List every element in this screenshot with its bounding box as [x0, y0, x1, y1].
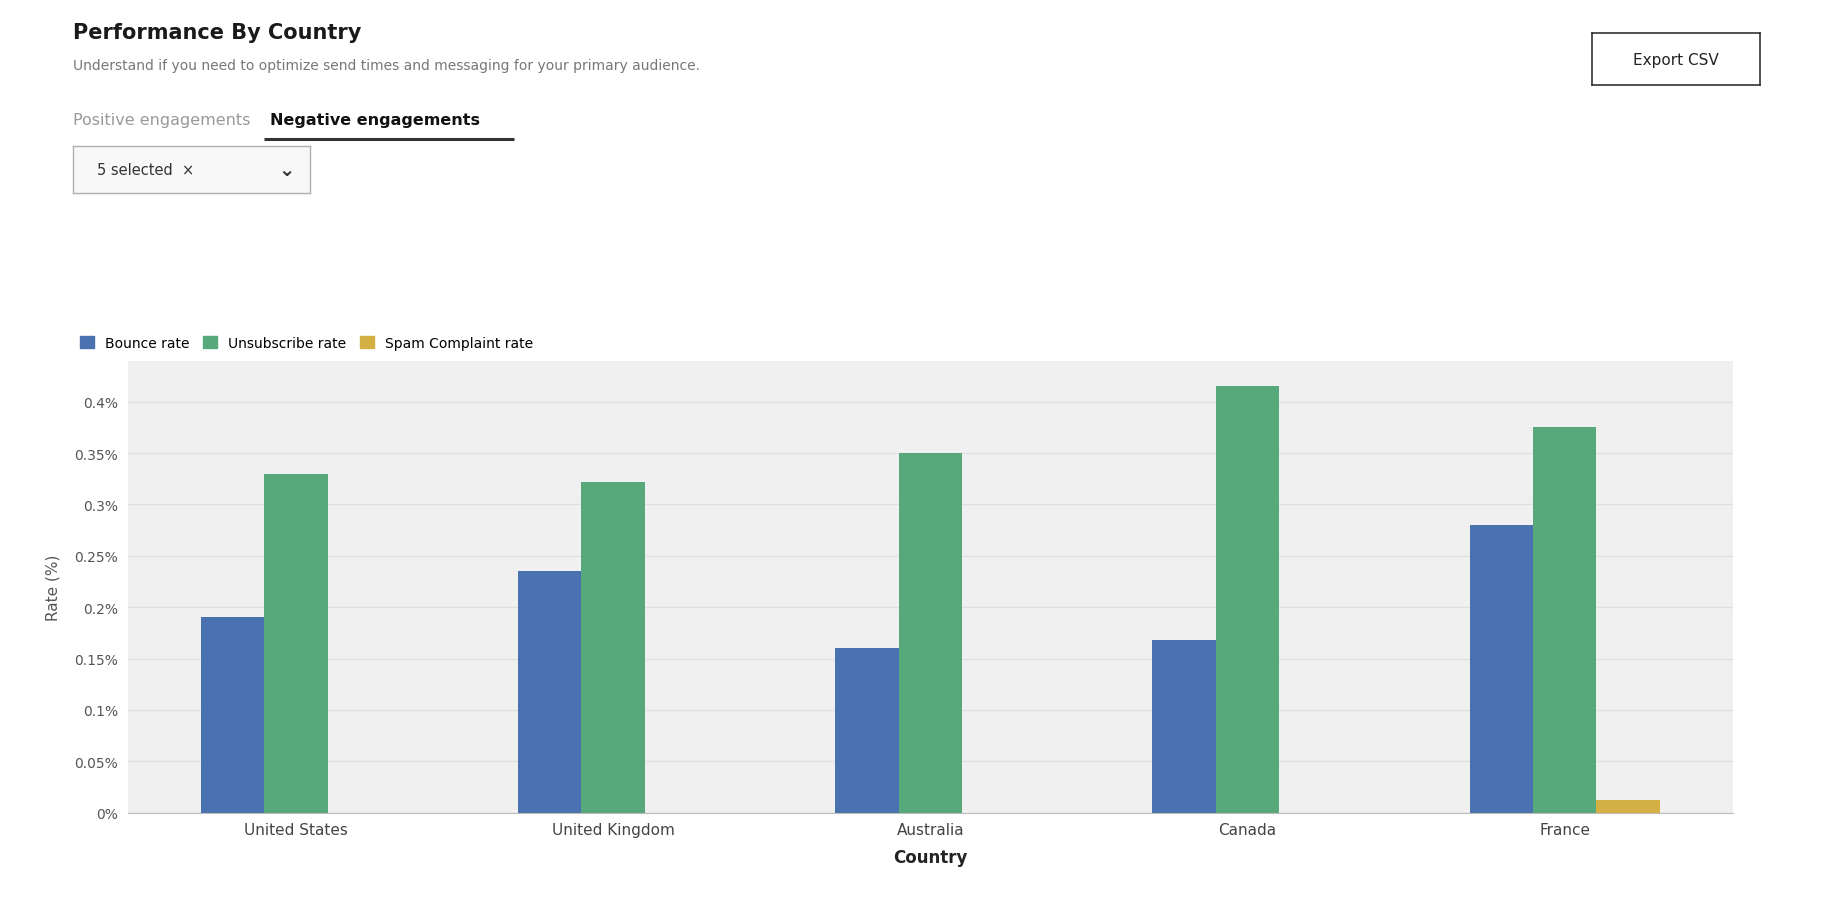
Text: Performance By Country: Performance By Country — [73, 23, 361, 42]
Text: Negative engagements: Negative engagements — [270, 113, 479, 128]
Text: ⌄: ⌄ — [279, 161, 294, 181]
Bar — [1531, 428, 1595, 813]
Bar — [1595, 800, 1659, 813]
Bar — [582, 482, 644, 813]
X-axis label: Country: Country — [893, 849, 966, 867]
Bar — [1152, 640, 1216, 813]
Bar — [264, 474, 328, 813]
Bar — [899, 453, 961, 813]
Y-axis label: Rate (%): Rate (%) — [46, 554, 60, 620]
Text: 5 selected  ×: 5 selected × — [97, 163, 193, 178]
Bar — [1469, 526, 1531, 813]
Text: Positive engagements: Positive engagements — [73, 113, 250, 128]
Bar — [518, 572, 582, 813]
Text: Understand if you need to optimize send times and messaging for your primary aud: Understand if you need to optimize send … — [73, 59, 700, 72]
Bar — [835, 648, 899, 813]
Legend: Bounce rate, Unsubscribe rate, Spam Complaint rate: Bounce rate, Unsubscribe rate, Spam Comp… — [80, 337, 532, 350]
Text: Export CSV: Export CSV — [1632, 52, 1719, 68]
Bar — [201, 618, 264, 813]
Bar — [1216, 386, 1278, 813]
